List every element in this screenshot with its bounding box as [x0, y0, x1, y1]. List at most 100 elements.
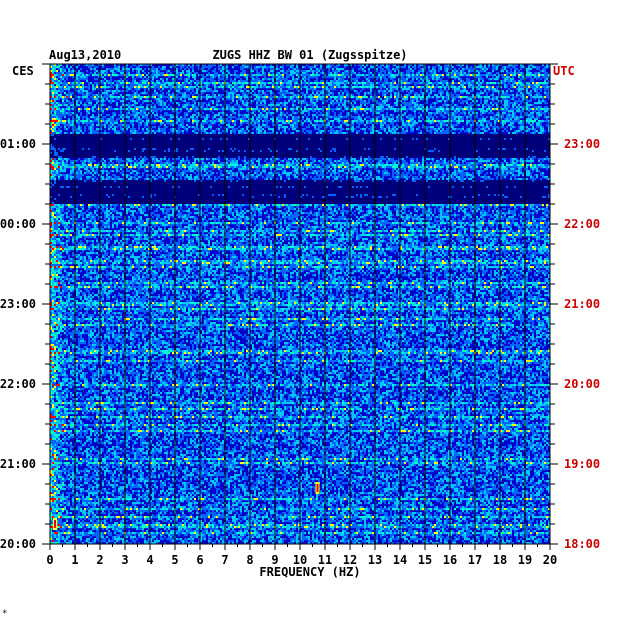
spectrogram-cell [158, 70, 160, 72]
spectrogram-cell [478, 78, 480, 80]
spectrogram-cell [90, 92, 92, 94]
spectrogram-cell [404, 104, 406, 106]
spectrogram-cell [426, 84, 428, 86]
spectrogram-cell [318, 82, 320, 84]
spectrogram-cell [54, 80, 56, 82]
spectrogram-cell [238, 112, 240, 114]
spectrogram-cell [460, 118, 462, 120]
spectrogram-cell [520, 78, 522, 80]
spectrogram-cell [334, 112, 336, 114]
spectrogram-cell [412, 96, 414, 98]
spectrogram-cell [228, 94, 230, 96]
spectrogram-cell [340, 102, 342, 104]
spectrogram-cell [54, 90, 56, 92]
spectrogram-cell [52, 92, 54, 94]
spectrogram-cell [72, 82, 74, 84]
spectrogram-cell [126, 108, 128, 110]
spectrogram-cell [366, 106, 368, 108]
spectrogram-cell [480, 82, 482, 84]
spectrogram-cell [518, 100, 520, 102]
spectrogram-cell [404, 112, 406, 114]
spectrogram-cell [232, 66, 234, 68]
spectrogram-cell [328, 84, 330, 86]
spectrogram-cell [468, 72, 470, 74]
spectrogram-cell [254, 66, 256, 68]
spectrogram-cell [362, 96, 364, 98]
spectrogram-cell [476, 94, 478, 96]
spectrogram-cell [186, 90, 188, 92]
spectrogram-cell [112, 90, 114, 92]
spectrogram-cell [292, 102, 294, 104]
spectrogram-cell [222, 82, 224, 84]
spectrogram-cell [466, 90, 468, 92]
spectrogram-cell [476, 116, 478, 118]
spectrogram-cell [334, 84, 336, 86]
spectrogram-cell [164, 84, 166, 86]
spectrogram-cell [138, 96, 140, 98]
spectrogram-cell [482, 68, 484, 70]
spectrogram-cell [302, 94, 304, 96]
spectrogram-cell [436, 112, 438, 114]
spectrogram-cell [76, 96, 78, 98]
spectrogram-cell [380, 72, 382, 74]
spectrogram-cell [160, 68, 162, 70]
spectrogram-cell [64, 80, 66, 82]
spectrogram-cell [518, 94, 520, 96]
spectrogram-cell [394, 92, 396, 94]
spectrogram-cell [302, 76, 304, 78]
spectrogram-cell [208, 82, 210, 84]
spectrogram-cell [256, 96, 258, 98]
spectrogram-cell [412, 110, 414, 112]
spectrogram-cell [452, 72, 454, 74]
spectrogram-cell [508, 102, 510, 104]
spectrogram-cell [240, 108, 242, 110]
spectrogram-cell [86, 120, 88, 122]
spectrogram-cell [508, 116, 510, 118]
spectrogram-cell [230, 90, 232, 92]
spectrogram-cell [92, 86, 94, 88]
spectrogram-cell [334, 98, 336, 100]
spectrogram-cell [410, 118, 412, 120]
spectrogram-cell [280, 66, 282, 68]
spectrogram-cell [170, 122, 172, 124]
spectrogram-cell [468, 112, 470, 114]
spectrogram-cell [512, 108, 514, 110]
spectrogram-cell [356, 96, 358, 98]
spectrogram-cell [212, 102, 214, 104]
spectrogram-cell [116, 122, 118, 124]
spectrogram-cell [332, 80, 334, 82]
spectrogram-cell [190, 74, 192, 76]
spectrogram-cell [544, 76, 546, 78]
spectrogram-cell [186, 66, 188, 68]
spectrogram-cell [146, 118, 148, 120]
spectrogram-cell [434, 72, 436, 74]
spectrogram-cell [80, 68, 82, 70]
spectrogram-cell [92, 84, 94, 86]
spectrogram-cell [120, 78, 122, 80]
spectrogram-cell [496, 96, 498, 98]
spectrogram-cell [506, 66, 508, 68]
spectrogram-cell [356, 74, 358, 76]
spectrogram-cell [460, 108, 462, 110]
spectrogram-cell [146, 82, 148, 84]
spectrogram-cell [382, 104, 384, 106]
spectrogram-cell [110, 86, 112, 88]
spectrogram-cell [288, 88, 290, 90]
spectrogram-cell [226, 108, 228, 110]
spectrogram-cell [472, 90, 474, 92]
spectrogram-cell [366, 102, 368, 104]
spectrogram-cell [376, 96, 378, 98]
spectrogram-cell [212, 96, 214, 98]
spectrogram-cell [56, 80, 58, 82]
spectrogram-cell [488, 120, 490, 122]
spectrogram-cell [390, 106, 392, 108]
spectrogram-cell [362, 74, 364, 76]
spectrogram-cell [66, 124, 68, 126]
spectrogram-cell [222, 68, 224, 70]
spectrogram-cell [178, 92, 180, 94]
spectrogram-cell [272, 122, 274, 124]
spectrogram-cell [432, 90, 434, 92]
spectrogram-cell [52, 86, 54, 88]
spectrogram-cell [306, 92, 308, 94]
spectrogram-cell [216, 100, 218, 102]
